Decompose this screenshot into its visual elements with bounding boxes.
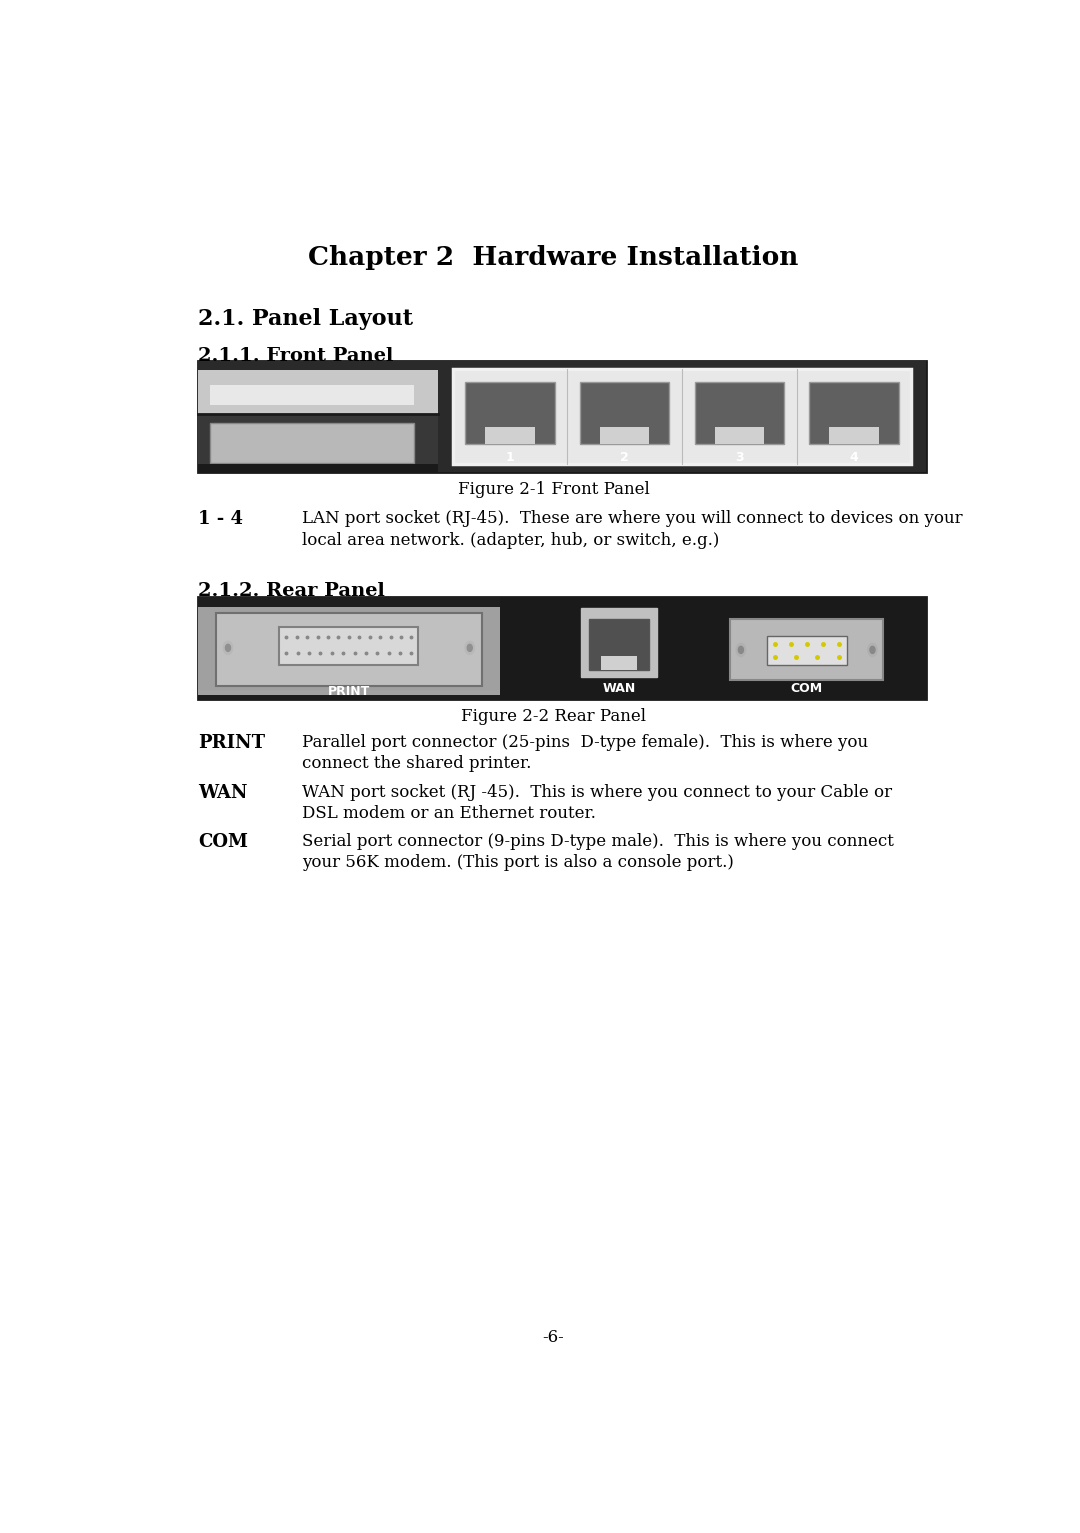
Text: Figure 2-1 Front Panel: Figure 2-1 Front Panel	[458, 481, 649, 498]
Text: 1 - 4: 1 - 4	[198, 510, 243, 527]
Bar	[438, 360, 926, 472]
Circle shape	[739, 647, 743, 653]
Bar	[694, 382, 784, 445]
Text: your 56K modem. (This port is also a console port.): your 56K modem. (This port is also a con…	[302, 854, 734, 871]
Bar	[198, 464, 438, 472]
Text: 4: 4	[850, 451, 859, 464]
Text: COM: COM	[791, 682, 823, 694]
Text: 1: 1	[505, 451, 514, 464]
Bar	[600, 426, 649, 445]
Bar	[216, 613, 482, 687]
Text: LAN port socket (RJ-45).  These are where you will connect to devices on your: LAN port socket (RJ-45). These are where…	[302, 510, 963, 527]
Bar	[730, 619, 883, 681]
Circle shape	[465, 641, 474, 655]
Bar	[198, 596, 926, 699]
Text: Figure 2-2 Rear Panel: Figure 2-2 Rear Panel	[461, 708, 646, 725]
Text: 2.1. Panel Layout: 2.1. Panel Layout	[198, 308, 413, 330]
Circle shape	[870, 647, 875, 653]
Text: 2: 2	[620, 451, 629, 464]
Bar	[581, 607, 658, 678]
Bar	[198, 414, 438, 472]
Circle shape	[868, 644, 877, 656]
Bar	[485, 426, 535, 445]
Circle shape	[468, 644, 472, 652]
Text: local area network. (adapter, hub, or switch, e.g.): local area network. (adapter, hub, or sw…	[302, 532, 719, 549]
Text: 2.1.2. Rear Panel: 2.1.2. Rear Panel	[198, 581, 384, 599]
Bar	[280, 627, 418, 665]
Bar	[210, 385, 414, 405]
Bar	[715, 426, 764, 445]
Bar	[198, 694, 500, 699]
Bar	[580, 382, 670, 445]
Text: DSL modem or an Ethernet router.: DSL modem or an Ethernet router.	[302, 805, 596, 822]
Bar	[198, 596, 500, 607]
Text: Serial port connector (9-pins D-type male).  This is where you connect: Serial port connector (9-pins D-type mal…	[302, 834, 894, 851]
Bar	[198, 607, 500, 699]
Text: PRINT: PRINT	[198, 734, 265, 753]
Bar	[198, 369, 438, 414]
Text: 3: 3	[735, 451, 744, 464]
Bar	[829, 426, 879, 445]
Text: 2.1.1. Front Panel: 2.1.1. Front Panel	[198, 346, 393, 365]
Text: PRINT: PRINT	[327, 685, 370, 698]
Bar	[465, 382, 555, 445]
Bar	[809, 382, 899, 445]
Bar	[210, 423, 414, 463]
Text: Chapter 2  Hardware Installation: Chapter 2 Hardware Installation	[308, 245, 799, 270]
Text: -6-: -6-	[542, 1329, 565, 1346]
Circle shape	[226, 644, 230, 652]
Bar	[590, 619, 649, 670]
Circle shape	[224, 641, 232, 655]
Text: WAN: WAN	[198, 783, 247, 802]
Bar	[198, 362, 438, 369]
Text: Parallel port connector (25-pins  D-type female).  This is where you: Parallel port connector (25-pins D-type …	[302, 734, 868, 751]
Bar	[453, 369, 912, 464]
Bar	[500, 596, 926, 699]
Bar	[767, 636, 847, 664]
Circle shape	[737, 644, 745, 656]
Text: WAN: WAN	[603, 682, 636, 694]
Text: WAN port socket (RJ -45).  This is where you connect to your Cable or: WAN port socket (RJ -45). This is where …	[302, 783, 892, 800]
Text: connect the shared printer.: connect the shared printer.	[302, 756, 531, 773]
Text: COM: COM	[198, 834, 247, 851]
Bar	[602, 656, 637, 670]
Bar	[198, 360, 926, 472]
